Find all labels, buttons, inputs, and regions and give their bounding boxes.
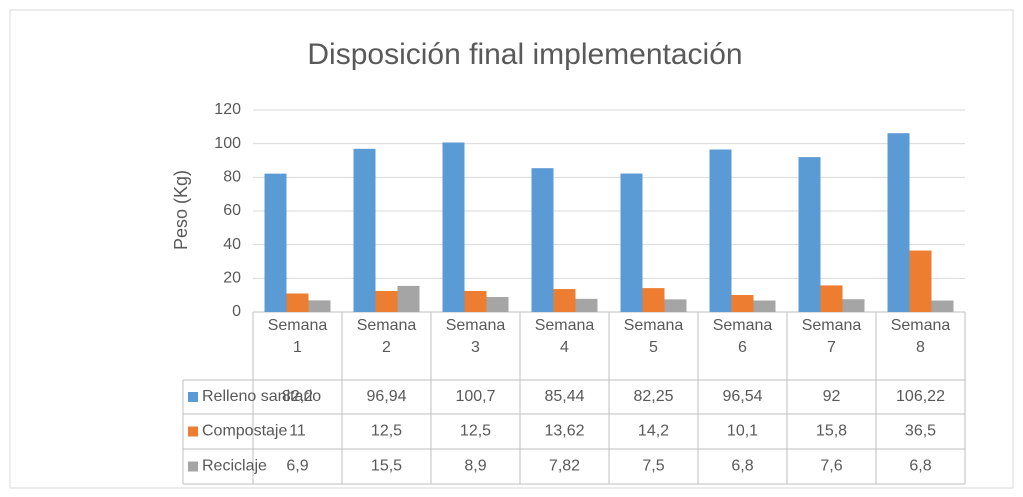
bar: [353, 148, 376, 312]
table-value: 7,82: [549, 458, 580, 475]
table-value: 14,2: [638, 423, 669, 440]
bar: [375, 290, 398, 312]
legend-key: [188, 461, 198, 472]
y-axis-label: Peso (Kg): [171, 170, 191, 250]
table-value: 82,2: [282, 388, 313, 405]
table-value: 8,9: [464, 458, 486, 475]
table-value: 6,9: [286, 458, 308, 475]
table-value: 82,25: [633, 388, 673, 405]
legend-label: Relleno sanitario: [202, 388, 321, 405]
bar: [664, 299, 687, 312]
table-value: 85,44: [544, 388, 584, 405]
bar: [264, 173, 287, 312]
table-value: 12,5: [371, 423, 402, 440]
bar: [553, 289, 576, 312]
table-value: 11: [289, 423, 306, 440]
y-tick-label: 40: [223, 236, 241, 253]
table-value: 6,8: [909, 458, 931, 475]
bar: [887, 133, 910, 312]
bar: [531, 168, 554, 312]
bar: [642, 288, 665, 312]
bar: [620, 173, 643, 312]
legend-label: Compostaje: [202, 423, 287, 440]
table-value: 100,7: [455, 388, 495, 405]
bar: [442, 142, 465, 312]
y-tick-label: 60: [223, 202, 241, 219]
table-value: 15,8: [816, 423, 847, 440]
bar: [286, 293, 309, 312]
bar: [931, 300, 954, 312]
bar: [709, 149, 732, 312]
table-value: 12,5: [460, 423, 491, 440]
table-value: 106,22: [896, 388, 945, 405]
x-tick-label: Semana 7: [801, 317, 862, 356]
x-tick-label: Semana 5: [623, 317, 684, 356]
x-tick-label: Semana 4: [534, 317, 595, 356]
chart-border: [9, 9, 1014, 489]
x-tick-label: Semana 8: [890, 317, 951, 356]
table-value: 92: [823, 388, 841, 405]
table-value: 7,6: [820, 458, 842, 475]
table-value: 6,8: [731, 458, 753, 475]
bar: [397, 285, 420, 312]
legend-key: [188, 392, 198, 402]
x-tick-label: Semana 2: [356, 317, 417, 356]
y-tick-label: 0: [232, 303, 241, 320]
table-value: 10,1: [727, 423, 758, 440]
y-tick-label: 120: [214, 101, 241, 118]
bar: [486, 297, 509, 312]
bar: [842, 299, 865, 312]
x-tick-label: Semana 3: [445, 317, 506, 356]
table-value: 15,5: [371, 458, 402, 475]
x-tick-label: Semana 6: [712, 317, 773, 356]
chart-title: Disposición final implementación: [307, 38, 742, 71]
y-tick-label: 20: [223, 270, 241, 287]
table-value: 7,5: [642, 458, 664, 475]
legend-label: Reciclaje: [202, 458, 267, 475]
bar: [753, 300, 776, 312]
table-value: 36,5: [905, 423, 936, 440]
table-value: 13,62: [544, 423, 584, 440]
y-tick-label: 80: [223, 169, 241, 186]
bar: [575, 298, 598, 312]
bar: [308, 300, 331, 312]
legend-key: [188, 426, 198, 437]
y-tick-label: 100: [214, 135, 241, 152]
table-value: 96,94: [366, 388, 406, 405]
bar: [820, 285, 843, 312]
bar: [464, 290, 487, 312]
bar: [798, 157, 821, 312]
bar: [731, 294, 754, 312]
table-value: 96,54: [722, 388, 762, 405]
bar: [909, 250, 932, 312]
x-tick-label: Semana 1: [267, 317, 328, 356]
